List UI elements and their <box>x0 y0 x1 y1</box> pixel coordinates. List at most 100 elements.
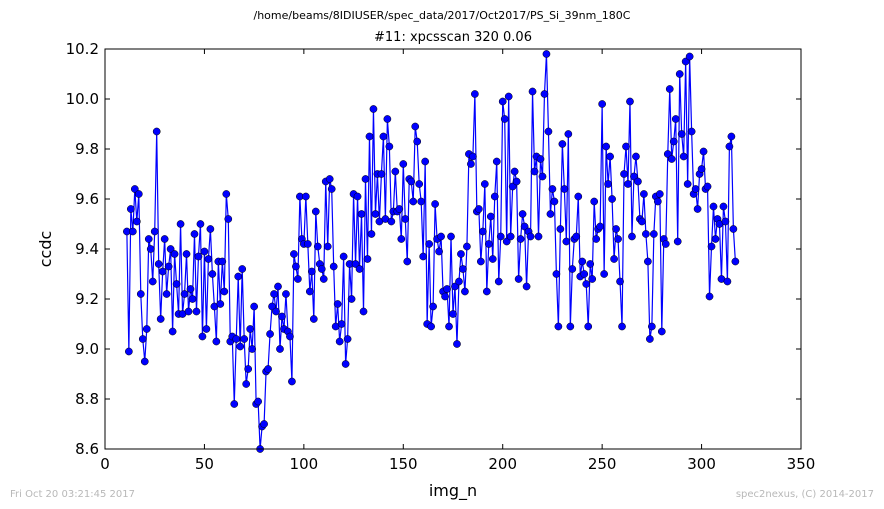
data-point <box>441 292 449 301</box>
data-point <box>721 217 730 226</box>
data-point <box>339 252 348 261</box>
data-point <box>353 192 362 201</box>
data-point <box>548 185 557 193</box>
data-point <box>526 232 535 241</box>
data-point <box>156 315 165 323</box>
data-point <box>325 175 334 183</box>
y-tick-label: 9.8 <box>75 140 99 158</box>
data-point <box>592 235 601 243</box>
data-point <box>162 290 171 298</box>
figure-suptitle: /home/beams/8IDIUSER/spec_data/2017/Oct2… <box>253 9 631 22</box>
data-point <box>455 277 463 286</box>
y-tick-label: 9.2 <box>75 290 99 308</box>
data-point <box>478 227 487 236</box>
data-point <box>671 115 680 123</box>
data-point <box>628 232 636 241</box>
data-point <box>502 237 511 246</box>
data-point <box>558 140 567 148</box>
data-point <box>480 180 489 188</box>
data-point <box>582 280 591 288</box>
data-point <box>240 335 249 343</box>
data-point <box>166 245 175 253</box>
data-point <box>447 232 455 241</box>
data-point <box>667 155 676 163</box>
data-point <box>176 220 185 228</box>
data-point <box>475 205 483 213</box>
data-point <box>675 70 684 78</box>
data-point <box>598 100 606 108</box>
data-point <box>371 210 380 218</box>
data-point <box>419 252 428 261</box>
data-point <box>644 257 652 266</box>
data-point <box>459 265 467 273</box>
data-point <box>238 265 247 273</box>
data-point <box>130 185 139 193</box>
x-tick-label: 300 <box>687 455 716 473</box>
data-point <box>172 280 181 288</box>
data-point <box>294 275 302 283</box>
y-tick-label: 9.0 <box>75 340 99 358</box>
data-point <box>484 240 493 248</box>
data-point <box>286 332 294 341</box>
data-point <box>421 157 430 166</box>
data-point <box>451 282 459 291</box>
data-point <box>614 235 622 243</box>
y-tick-label: 8.8 <box>75 390 99 408</box>
data-point <box>562 237 571 246</box>
data-point <box>510 167 519 176</box>
data-point <box>496 232 505 241</box>
data-point <box>154 260 163 268</box>
data-point <box>140 357 149 366</box>
series-layer <box>123 50 740 453</box>
data-point <box>461 287 469 296</box>
data-point <box>568 265 577 273</box>
data-point <box>180 290 189 298</box>
data-point <box>230 400 239 408</box>
data-point <box>355 265 364 273</box>
data-point <box>144 235 153 243</box>
data-point <box>584 322 593 331</box>
data-point <box>638 217 646 226</box>
data-point <box>128 227 137 236</box>
data-point <box>624 180 632 188</box>
data-point <box>528 87 537 96</box>
data-point <box>560 185 569 193</box>
data-point <box>385 142 394 151</box>
data-point <box>518 210 527 218</box>
data-point <box>679 152 688 161</box>
data-point <box>530 167 539 176</box>
data-point <box>578 257 587 266</box>
data-point <box>492 157 501 166</box>
data-point <box>232 335 241 343</box>
data-point <box>719 202 728 211</box>
data-point <box>313 242 322 251</box>
data-point <box>731 257 740 266</box>
data-point <box>288 377 296 386</box>
data-point <box>725 142 734 151</box>
x-axis-label: img_n <box>429 481 477 501</box>
data-point <box>194 252 203 261</box>
data-point <box>632 152 640 161</box>
data-point <box>709 202 718 211</box>
data-point <box>136 290 145 298</box>
data-point <box>303 240 312 248</box>
data-point <box>125 347 133 356</box>
data-point <box>148 277 157 286</box>
data-point <box>600 270 608 278</box>
data-point <box>335 337 344 346</box>
data-point <box>703 182 712 191</box>
data-point <box>164 262 173 271</box>
data-point <box>431 200 439 208</box>
series-line <box>126 53 736 450</box>
data-point <box>403 257 412 266</box>
data-point <box>395 205 404 213</box>
data-point <box>361 175 370 183</box>
data-point <box>711 235 720 243</box>
y-tick-label: 10.0 <box>66 90 99 108</box>
data-point <box>705 292 714 301</box>
data-point <box>244 365 253 373</box>
data-point <box>544 127 553 136</box>
data-point <box>586 260 595 268</box>
data-point <box>550 197 559 206</box>
x-tick-label: 150 <box>389 455 418 473</box>
